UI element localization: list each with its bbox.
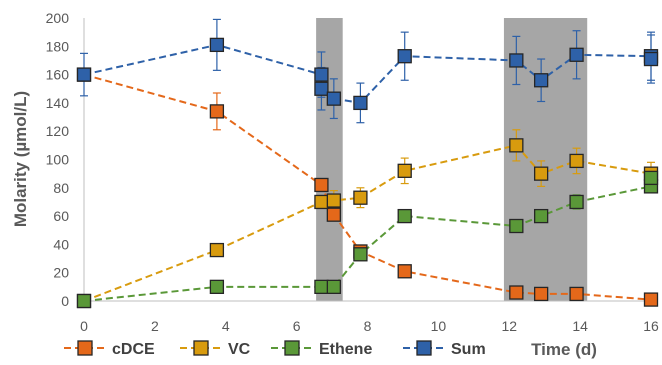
legend-marker-cdce <box>77 340 93 356</box>
y-tick-label-200: 200 <box>46 10 70 26</box>
marker-sum-4 <box>326 91 341 106</box>
marker-cdce-3 <box>326 207 341 222</box>
legend-item-sum: Sum <box>403 340 486 358</box>
y-tick-label-160: 160 <box>46 67 70 83</box>
legend-label-vc: VC <box>228 341 251 358</box>
y-tick-label-80: 80 <box>53 180 69 196</box>
marker-sum-1 <box>209 37 225 53</box>
y-tick-labels: 0 20 40 60 80 100 120 140 160 180 200 <box>46 10 70 309</box>
marker-cdce-8 <box>569 286 584 302</box>
marker-sum-0 <box>76 67 92 82</box>
marker-ethene-8 <box>569 194 584 210</box>
marker-cdce-7 <box>533 286 549 302</box>
x-tick-label-16: 16 <box>643 318 659 334</box>
y-tick-label-60: 60 <box>53 208 69 224</box>
marker-sum-9 <box>569 47 584 62</box>
marker-vc-8 <box>569 153 584 169</box>
x-tick-label-0: 0 <box>80 318 88 334</box>
legend-marker-sum <box>416 340 432 356</box>
legend-label-sum: Sum <box>451 341 486 358</box>
x-axis-title: Time (d) <box>531 340 597 359</box>
y-axis-title: Molarity (µmol/L) <box>11 91 30 227</box>
marker-sum-8 <box>533 73 549 88</box>
x-tick-label-12: 12 <box>501 318 517 334</box>
x-tick-label-10: 10 <box>431 318 447 334</box>
legend: cDCE VC Ethene Sum <box>64 340 486 358</box>
marker-vc-7 <box>533 166 549 181</box>
marker-vc-5 <box>397 163 412 178</box>
y-tick-label-140: 140 <box>46 95 70 111</box>
marker-ethene-2 <box>314 279 329 295</box>
legend-item-vc: VC <box>180 340 251 358</box>
series-line-ethene <box>83 177 652 302</box>
marker-cdce-9 <box>643 292 659 307</box>
series-line-cdce <box>83 73 652 301</box>
marker-ethene-0 <box>76 293 92 309</box>
marker-ethene-7 <box>533 208 549 224</box>
marker-cdce-2 <box>314 177 329 193</box>
marker-vc-1 <box>209 242 225 258</box>
marker-cdce-6 <box>509 285 524 300</box>
legend-item-cdce: cDCE <box>64 340 155 358</box>
y-tick-label-0: 0 <box>61 293 69 309</box>
y-tick-label-120: 120 <box>46 123 70 139</box>
series-line-sum <box>83 43 652 104</box>
series-lines <box>83 43 652 302</box>
marker-cdce-1 <box>209 104 225 119</box>
x-tick-label-8: 8 <box>364 318 372 334</box>
y-tick-label-180: 180 <box>46 38 70 54</box>
legend-label-ethene: Ethene <box>319 341 372 358</box>
legend-label-cdce: cDCE <box>112 341 155 358</box>
marker-cdce-5 <box>397 264 412 279</box>
marker-vc-3 <box>326 193 341 208</box>
x-tick-label-14: 14 <box>572 318 588 334</box>
marker-ethene-3 <box>326 279 341 295</box>
marker-sum-5 <box>353 95 368 111</box>
marker-sum-7 <box>509 53 524 68</box>
x-tick-labels: 0 2 4 6 8 10 12 14 16 <box>80 318 659 334</box>
legend-item-ethene: Ethene <box>271 340 372 358</box>
x-tick-label-4: 4 <box>222 318 230 334</box>
marker-sum-11 <box>643 51 659 67</box>
marker-sum-2 <box>314 67 329 82</box>
marker-ethene-4 <box>353 247 368 262</box>
x-tick-label-6: 6 <box>293 318 301 334</box>
series-line-vc <box>83 144 652 302</box>
marker-vc-2 <box>314 194 329 210</box>
legend-marker-ethene <box>284 340 300 356</box>
y-tick-label-20: 20 <box>53 265 69 281</box>
marker-sum-3 <box>314 81 329 96</box>
y-tick-label-100: 100 <box>46 152 70 168</box>
x-tick-label-2: 2 <box>151 318 159 334</box>
marker-vc-4 <box>353 190 368 205</box>
marker-ethene-6 <box>509 218 524 234</box>
marker-ethene-10 <box>643 170 659 186</box>
y-tick-label-40: 40 <box>53 236 69 252</box>
marker-vc-6 <box>509 138 524 153</box>
marker-ethene-5 <box>397 208 412 224</box>
series-markers <box>76 37 659 309</box>
marker-sum-6 <box>397 49 412 64</box>
shaded-interval-0 <box>316 18 343 301</box>
legend-marker-vc <box>193 340 209 356</box>
marker-ethene-1 <box>209 279 225 295</box>
